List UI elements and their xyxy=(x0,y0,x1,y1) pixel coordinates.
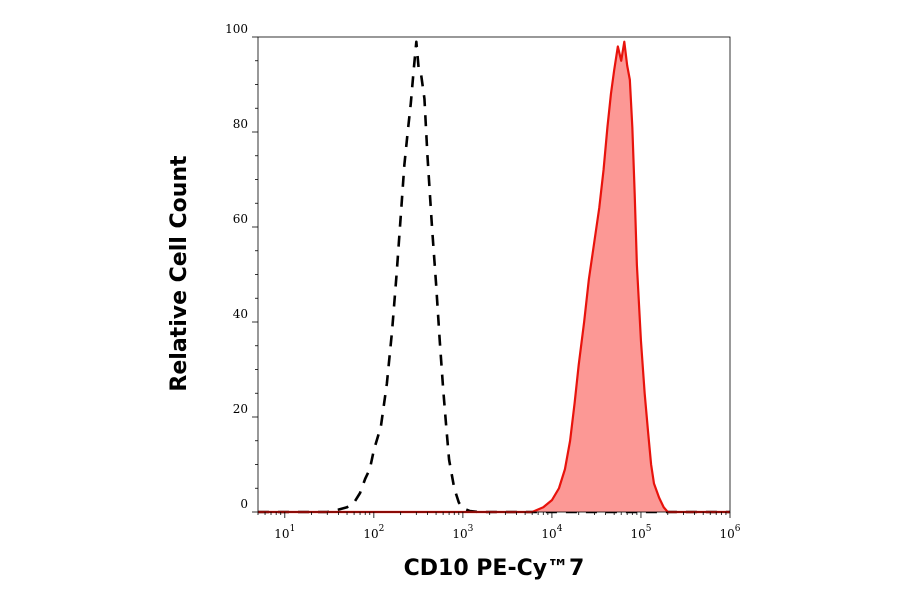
y-tick-label: 100 xyxy=(225,22,248,36)
series xyxy=(258,40,730,514)
plot-frame xyxy=(257,36,731,513)
y-axis-title: Relative Cell Count xyxy=(167,155,192,392)
y-tick-label: 80 xyxy=(233,117,248,131)
y-axis-ticks: 0 20 40 60 80 100 xyxy=(225,22,258,513)
x-axis-ticks: 101 102 103 104 105 106 xyxy=(257,512,741,541)
x-tick-label: 104 xyxy=(541,524,562,541)
series-2-fill xyxy=(258,41,730,512)
x-tick-label: 102 xyxy=(363,524,384,541)
y-tick-label: 60 xyxy=(233,212,248,226)
y-tick-label: 20 xyxy=(233,402,248,416)
x-tick-label: 106 xyxy=(719,524,740,541)
x-tick-label: 103 xyxy=(452,524,473,541)
y-tick-label: 40 xyxy=(233,307,248,321)
x-axis-title: CD10 PE-Cy™7 xyxy=(404,556,585,581)
series-2-line xyxy=(258,40,730,514)
x-tick-label: 105 xyxy=(630,524,651,541)
series-1-line xyxy=(258,40,730,514)
x-tick-label: 101 xyxy=(274,524,295,541)
y-tick-label: 0 xyxy=(240,497,248,511)
